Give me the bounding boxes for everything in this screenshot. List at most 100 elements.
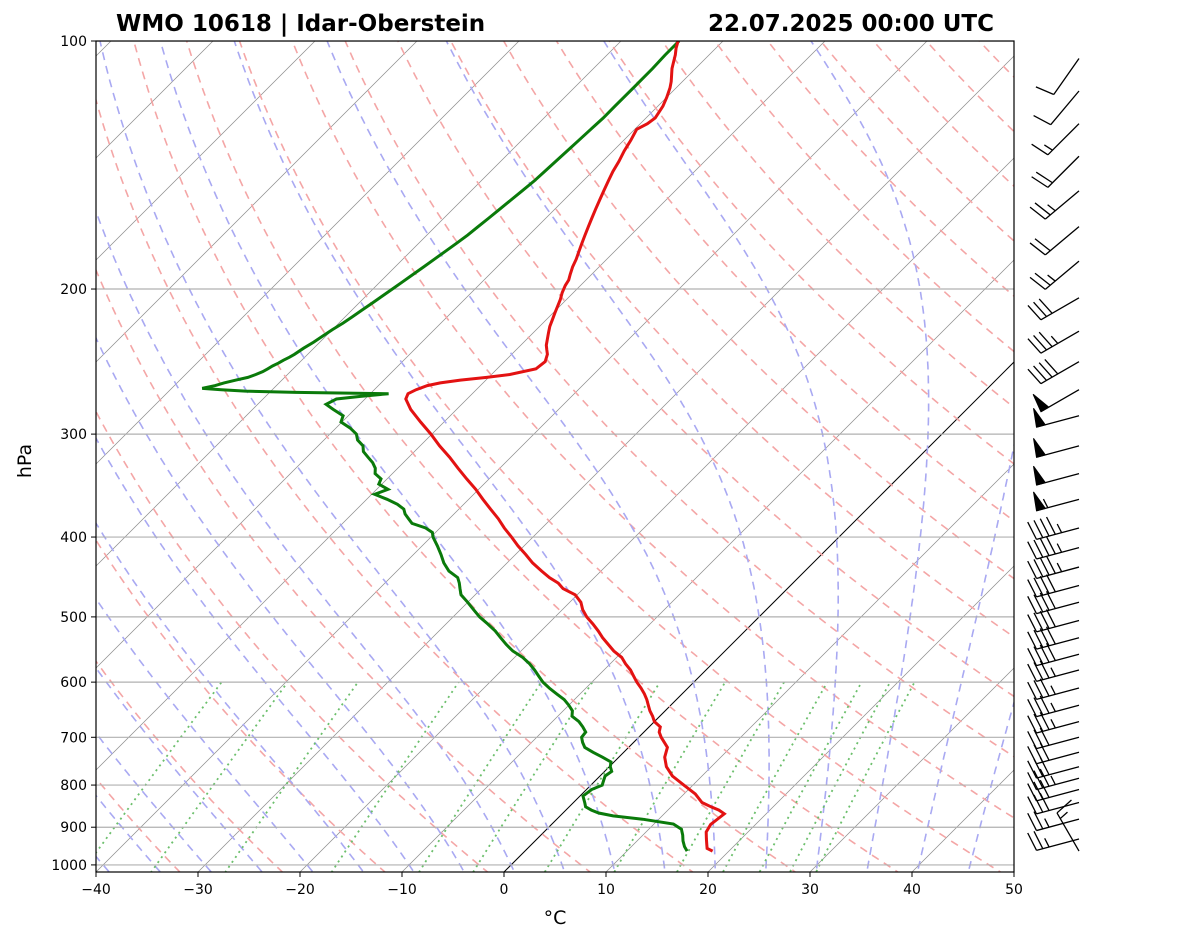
y-tick-label: 200 [60, 282, 87, 298]
dry-adiabat-line [978, 41, 1014, 79]
y-tick-label: 400 [60, 530, 87, 546]
mixing-ratio-line [815, 681, 916, 872]
moist-adiabat-line [96, 794, 162, 872]
y-tick-label: 100 [60, 34, 87, 50]
isotherm-line [96, 41, 418, 363]
mixing-ratio-line [224, 681, 359, 872]
moist-adiabat-line [96, 336, 466, 872]
temperature-axis: −40 −30 −20 −10 0 10 20 30 40 50 [81, 872, 1023, 898]
wind-barb [1033, 90, 1080, 126]
moist-adiabat-line [233, 41, 666, 872]
y-axis-label: hPa [14, 444, 36, 478]
moist-adiabat-line [1016, 41, 1181, 882]
wind-barb [1029, 260, 1080, 290]
wind-barb [1027, 516, 1080, 541]
chart-title-left: WMO 10618 | Idar-Oberstein [116, 11, 485, 37]
y-tick-label: 300 [60, 427, 87, 443]
moist-adiabat-line [159, 41, 616, 872]
x-tick-label: 20 [699, 882, 717, 898]
wind-barb [1027, 831, 1080, 851]
wind-barb [1027, 626, 1080, 650]
dry-adiabat-line [714, 41, 1014, 353]
wind-barb [1029, 190, 1080, 220]
mixing-ratio-line [721, 681, 829, 872]
dry-adiabat-line [96, 268, 592, 872]
pressure-grid-lines [96, 41, 1014, 866]
wind-barb [1027, 609, 1080, 633]
dry-adiabat-line [1170, 23, 1181, 883]
x-tick-label: −10 [387, 882, 417, 898]
wind-barb [1027, 768, 1080, 791]
moist-adiabat-line [967, 699, 1014, 872]
dry-adiabat-line [766, 41, 1014, 298]
dry-adiabat-line [185, 41, 900, 872]
isotherm-line [809, 667, 1014, 872]
moist-adiabat-line [445, 41, 770, 872]
mixing-ratio-line [330, 681, 460, 872]
dry-adiabat-line [344, 41, 1014, 758]
x-tick-label: 50 [1005, 882, 1023, 898]
y-tick-label: 600 [60, 675, 87, 691]
moist-adiabat-lines [96, 41, 1181, 882]
plot-frame [95, 40, 1015, 873]
x-tick-label: 40 [903, 882, 921, 898]
isotherm-line [707, 565, 1014, 872]
mixing-ratio-line [788, 681, 891, 872]
moist-adiabat-line [810, 41, 930, 872]
x-tick-label: 0 [500, 882, 509, 898]
wind-barb [1032, 389, 1080, 413]
temperature-profile-line [404, 41, 727, 853]
moist-adiabat-line [99, 41, 566, 872]
x-tick-label: 30 [801, 882, 819, 898]
mixing-ratio-line [675, 681, 785, 872]
isotherm-line [299, 157, 1014, 872]
wind-barb [1033, 465, 1080, 486]
x-tick-label: −20 [285, 882, 315, 898]
moist-adiabat-line [96, 597, 314, 872]
wind-barb [1033, 407, 1080, 428]
mixing-ratio-line [543, 681, 661, 872]
dry-adiabat-line [1118, 23, 1181, 883]
mixing-ratio-line [613, 681, 726, 872]
dry-adiabat-line [96, 409, 489, 872]
x-axis-label: °C [544, 907, 567, 929]
mixing-ratio-line [418, 681, 543, 872]
wind-barb [1027, 779, 1080, 802]
moist-adiabat-line [326, 41, 717, 872]
wind-barb [1027, 536, 1080, 560]
wind-barb [1027, 695, 1080, 718]
x-tick-label: 10 [597, 882, 615, 898]
moist-adiabat-line [96, 731, 213, 872]
dry-adiabat-line [872, 41, 1014, 188]
dry-adiabat-line [132, 41, 797, 872]
mixing-ratio-line [472, 681, 594, 872]
mixing-ratio-line [758, 681, 863, 872]
isotherm-line [96, 41, 826, 771]
isotherm-line [96, 41, 622, 567]
y-tick-label: 1000 [51, 858, 87, 874]
chart-title-right: 22.07.2025 00:00 UTC [708, 11, 994, 37]
isotherm-line [96, 41, 316, 261]
x-tick-label: −30 [183, 882, 213, 898]
isotherm-line [96, 41, 520, 465]
isotherm-line [96, 41, 724, 669]
wind-barb [1029, 226, 1080, 256]
dry-adiabat-line [449, 41, 1014, 638]
wind-barb [1031, 155, 1080, 188]
dry-adiabat-line [291, 41, 1014, 819]
moist-adiabat-line [96, 209, 516, 872]
wind-barb [1027, 811, 1080, 832]
mixing-ratio-line [150, 681, 289, 872]
wind-barb [1027, 297, 1080, 321]
wind-barb [1027, 555, 1080, 580]
dry-adiabat-line [96, 659, 284, 872]
isotherm-line [1013, 871, 1014, 872]
dry-adiabat-line [96, 97, 695, 872]
wind-barb [1027, 359, 1080, 385]
isotherm-line [401, 259, 1014, 872]
dry-adiabat-line [238, 41, 1002, 872]
dry-adiabat-line [0, 23, 86, 883]
wind-barb [1027, 678, 1080, 701]
moist-adiabat-line [96, 436, 415, 872]
